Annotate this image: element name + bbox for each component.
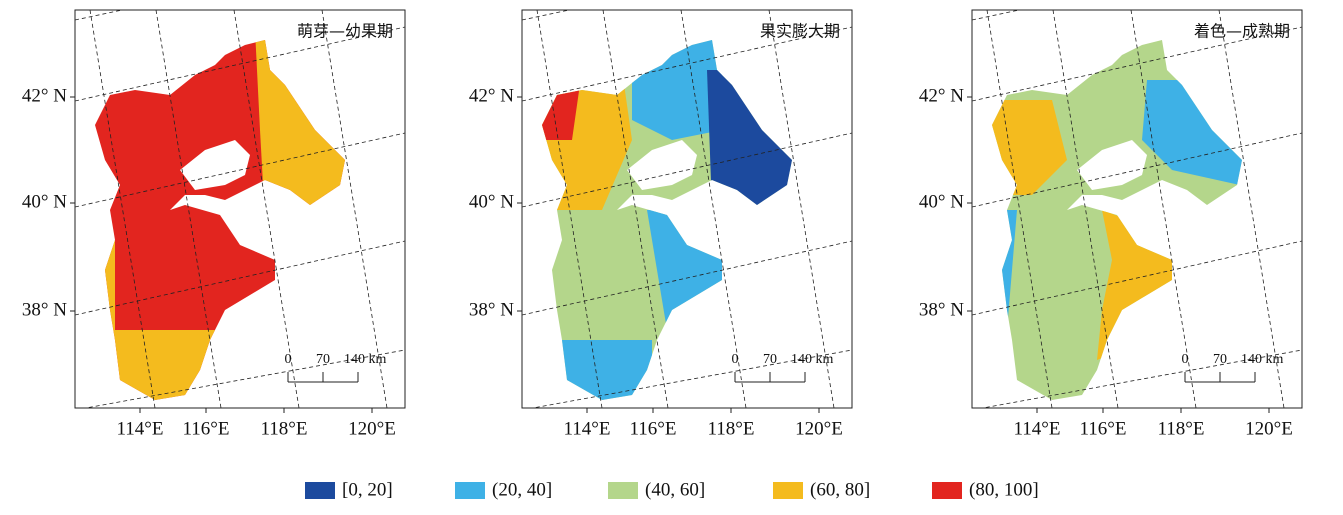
legend-label: (60, 80] xyxy=(810,479,870,500)
lon-label: 114°E xyxy=(117,418,164,439)
lat-label: 42° N xyxy=(22,85,67,106)
region xyxy=(542,340,652,400)
lat-label: 40° N xyxy=(919,191,964,212)
region xyxy=(542,70,582,140)
lon-label: 114°E xyxy=(564,418,611,439)
lon-label: 116°E xyxy=(183,418,230,439)
panel-title: 萌芽—幼果期 xyxy=(297,22,393,41)
graticule-line xyxy=(680,10,747,408)
scale-label: 0 xyxy=(285,352,292,367)
panel-frame xyxy=(521,9,853,409)
legend-swatch xyxy=(455,482,485,499)
graticule-line xyxy=(321,10,388,408)
region xyxy=(992,40,1242,400)
region xyxy=(95,330,345,400)
graticule-line xyxy=(75,240,405,316)
graticule-line xyxy=(972,26,1302,102)
scale-label: 140 km xyxy=(344,352,387,367)
panel-title: 着色—成熟期 xyxy=(1194,22,1290,41)
lat-label: 38° N xyxy=(919,299,964,320)
lon-label: 116°E xyxy=(1080,418,1127,439)
graticule-line xyxy=(75,26,405,102)
map-panel: 果实膨大期 42° N 40° N 38° N 114°E 116°E 118°E 120°E… xyxy=(469,9,853,439)
graticule-line xyxy=(1218,10,1285,408)
scale-label: 0 xyxy=(1182,352,1189,367)
panel-frame xyxy=(971,9,1303,409)
graticule-line xyxy=(75,132,405,208)
graticule-line xyxy=(972,132,1302,208)
scale-label: 140 km xyxy=(791,352,834,367)
legend-swatch xyxy=(773,482,803,499)
region xyxy=(1097,210,1182,360)
graticule-line xyxy=(768,10,835,408)
legend-label: (20, 40] xyxy=(492,479,552,500)
lat-label: 42° N xyxy=(469,85,514,106)
lon-label: 120°E xyxy=(1245,418,1293,439)
scale-label: 70 xyxy=(763,352,777,367)
legend-swatch xyxy=(305,482,335,499)
legend-swatch xyxy=(932,482,962,499)
map-panel: 萌芽—幼果期 42° N 40° N 38° N 114°E 116°E 118°E 120°… xyxy=(22,9,406,439)
graticule-line xyxy=(602,10,669,408)
lat-label: 40° N xyxy=(22,191,67,212)
graticule xyxy=(972,10,1302,408)
lon-label: 114°E xyxy=(1014,418,1061,439)
lon-label: 118°E xyxy=(708,418,755,439)
lat-label: 42° N xyxy=(919,85,964,106)
legend-label: (40, 60] xyxy=(645,479,705,500)
lon-label: 118°E xyxy=(1158,418,1205,439)
graticule-line xyxy=(522,26,852,102)
lon-label: 120°E xyxy=(348,418,396,439)
scale-label: 0 xyxy=(732,352,739,367)
graticule-line xyxy=(1130,10,1197,408)
lat-label: 38° N xyxy=(469,299,514,320)
lon-label: 116°E xyxy=(630,418,677,439)
lon-label: 118°E xyxy=(261,418,308,439)
panel-frame xyxy=(74,9,406,409)
map-panel: 着色—成熟期 42° N 40° N 38° N 114°E 116°E 118°E 120°… xyxy=(919,9,1303,439)
scale-label: 70 xyxy=(316,352,330,367)
region xyxy=(255,40,345,220)
graticule-line xyxy=(155,10,222,408)
graticule-line xyxy=(522,132,852,208)
scale-label: 140 km xyxy=(1241,352,1284,367)
graticule-line xyxy=(986,10,1053,408)
graticule-line xyxy=(536,10,603,408)
region xyxy=(707,70,792,240)
legend-label: (80, 100] xyxy=(969,479,1039,500)
province xyxy=(542,40,792,400)
legend-label: [0, 20] xyxy=(342,479,393,500)
graticule xyxy=(522,10,852,408)
lon-label: 120°E xyxy=(795,418,843,439)
lat-label: 40° N xyxy=(469,191,514,212)
graticule-line xyxy=(233,10,300,408)
region xyxy=(95,240,115,330)
scale-label: 70 xyxy=(1213,352,1227,367)
graticule xyxy=(75,10,405,408)
lat-label: 38° N xyxy=(22,299,67,320)
legend-swatch xyxy=(608,482,638,499)
graticule-line xyxy=(972,240,1302,316)
graticule-line xyxy=(1052,10,1119,408)
province xyxy=(95,40,345,400)
panel-title: 果实膨大期 xyxy=(760,22,840,41)
graticule-line xyxy=(89,10,156,408)
province xyxy=(992,40,1242,400)
graticule-line xyxy=(522,240,852,316)
